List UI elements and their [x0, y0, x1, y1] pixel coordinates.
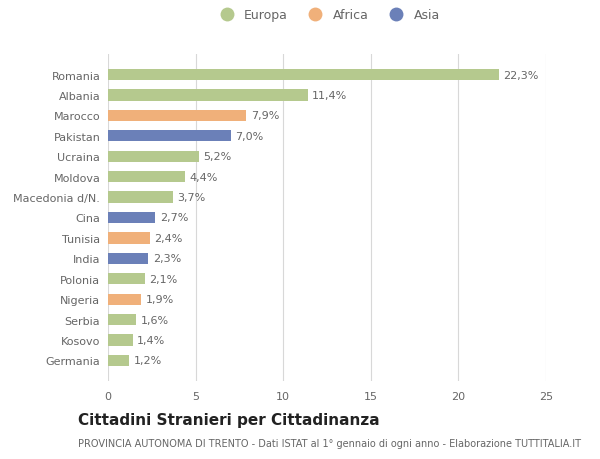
Bar	[108, 253, 148, 264]
Text: 3,7%: 3,7%	[177, 193, 205, 203]
Text: 7,9%: 7,9%	[251, 111, 279, 121]
Bar	[108, 213, 155, 224]
Text: 1,6%: 1,6%	[140, 315, 169, 325]
Text: 7,0%: 7,0%	[235, 132, 263, 141]
Bar	[108, 274, 145, 285]
Text: 2,1%: 2,1%	[149, 274, 178, 284]
Bar	[108, 172, 185, 183]
Text: 11,4%: 11,4%	[312, 91, 347, 101]
Text: 1,9%: 1,9%	[146, 295, 174, 304]
Bar	[108, 131, 230, 142]
Bar	[108, 294, 141, 305]
Bar	[108, 335, 133, 346]
Text: 4,4%: 4,4%	[190, 172, 218, 182]
Text: PROVINCIA AUTONOMA DI TRENTO - Dati ISTAT al 1° gennaio di ogni anno - Elaborazi: PROVINCIA AUTONOMA DI TRENTO - Dati ISTA…	[78, 438, 581, 448]
Bar	[108, 70, 499, 81]
Legend: Europa, Africa, Asia: Europa, Africa, Asia	[214, 9, 440, 22]
Text: Cittadini Stranieri per Cittadinanza: Cittadini Stranieri per Cittadinanza	[78, 413, 380, 428]
Text: 1,2%: 1,2%	[133, 356, 161, 365]
Text: 2,4%: 2,4%	[154, 233, 183, 243]
Text: 2,7%: 2,7%	[160, 213, 188, 223]
Text: 22,3%: 22,3%	[503, 71, 538, 80]
Text: 2,3%: 2,3%	[152, 254, 181, 264]
Bar	[108, 314, 136, 325]
Bar	[108, 151, 199, 162]
Bar	[108, 111, 247, 122]
Text: 5,2%: 5,2%	[203, 152, 232, 162]
Bar	[108, 233, 150, 244]
Bar	[108, 355, 129, 366]
Text: 1,4%: 1,4%	[137, 335, 165, 345]
Bar	[108, 90, 308, 101]
Bar	[108, 192, 173, 203]
